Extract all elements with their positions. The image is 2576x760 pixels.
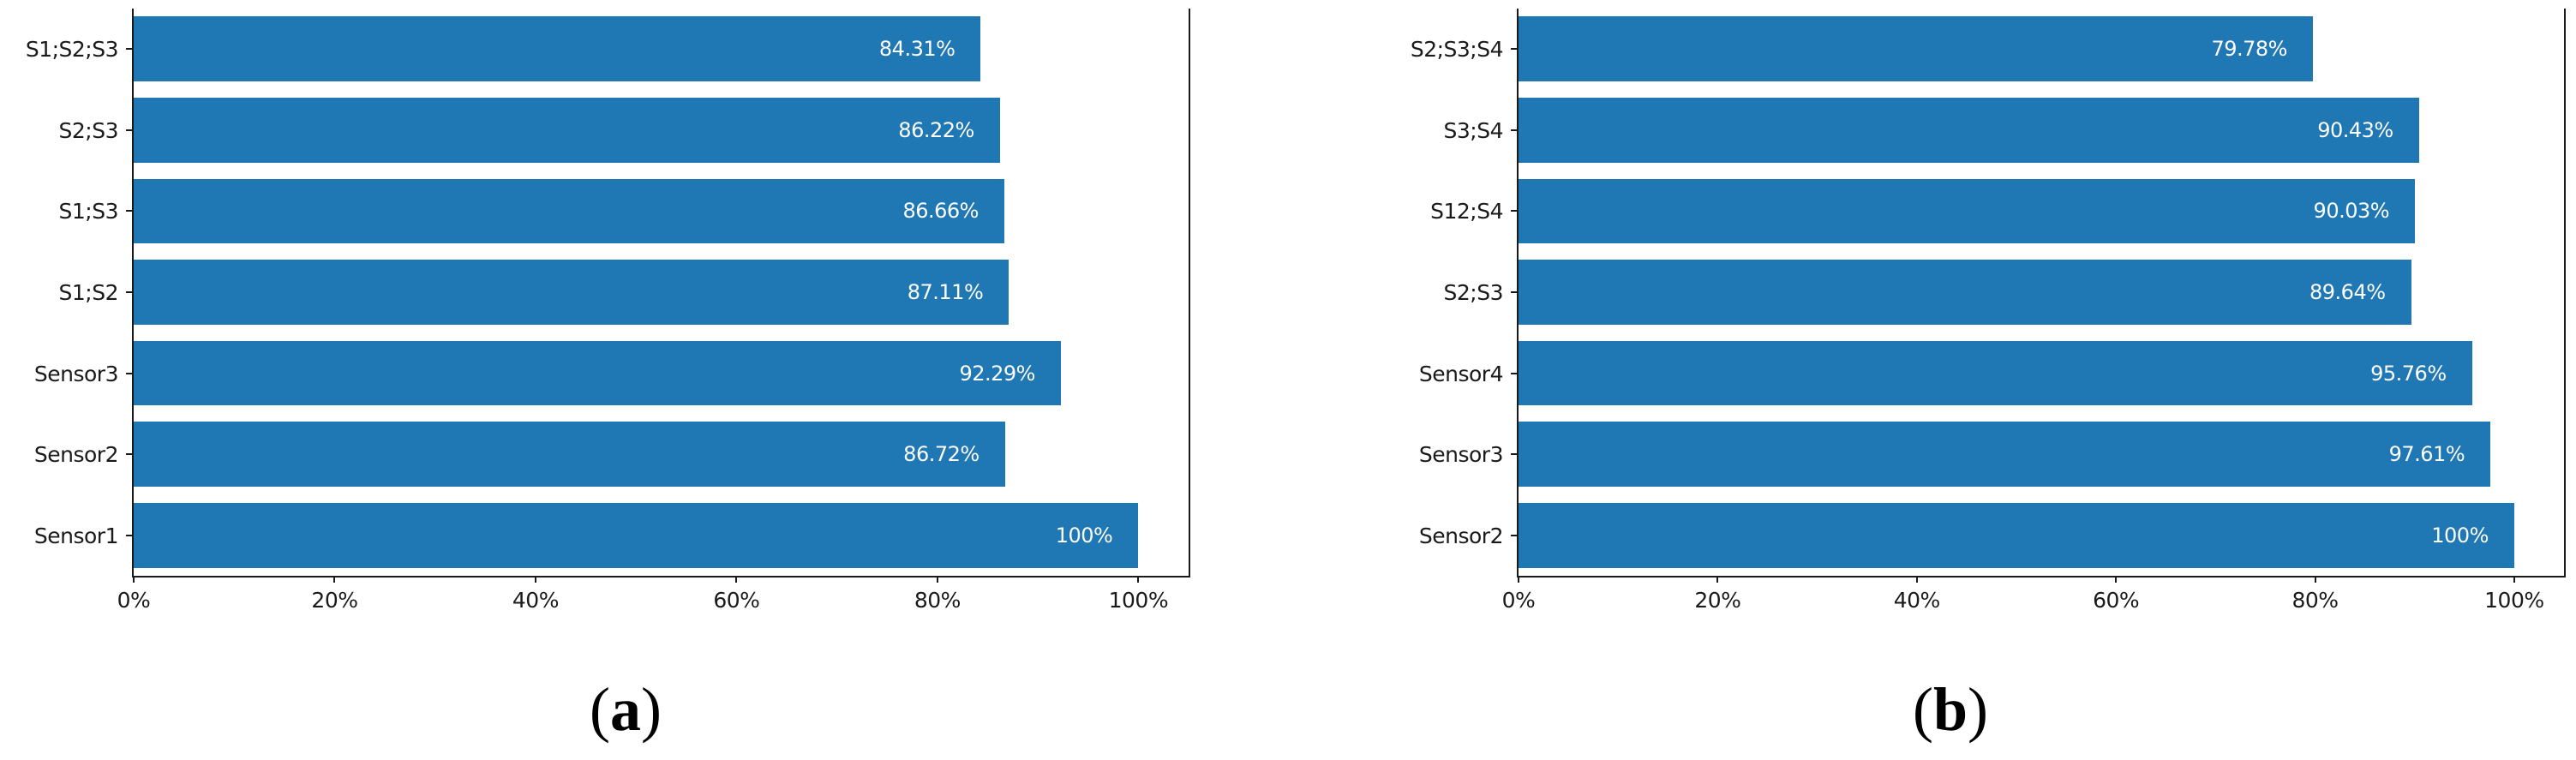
x-tick-label: 60% <box>2093 588 2140 613</box>
y-tick <box>1511 291 1517 293</box>
x-tick <box>2513 576 2515 583</box>
x-tick <box>1518 576 1519 583</box>
y-tick <box>126 210 132 212</box>
category-label: Sensor1 <box>33 523 119 548</box>
y-tick <box>1511 48 1517 51</box>
y-tick <box>126 48 132 51</box>
x-tick-label: 100% <box>1108 588 1169 613</box>
x-tick <box>1915 576 1918 583</box>
bar-value-label: 100% <box>2431 523 2489 548</box>
category-label: Sensor3 <box>1418 442 1504 468</box>
x-tick-label: 0% <box>117 588 151 613</box>
caption-a-open-paren: ( <box>590 675 610 744</box>
caption-b-close-paren: ) <box>1968 675 1988 744</box>
bar-chart-panel-b: 79.78% S2;S3;S4 90.43% S3;S4 90.03% S12;S4 89.… <box>1325 0 2576 760</box>
bar-value-label: 90.43% <box>2317 117 2393 142</box>
bar-sensor3: 97.61% <box>1519 422 2491 487</box>
y-tick <box>1511 534 1517 536</box>
category-label: S1;S2;S3 <box>25 37 119 63</box>
y-tick <box>126 291 132 293</box>
category-label: S1;S2 <box>58 280 119 305</box>
category-label: S12;S4 <box>1430 199 1503 224</box>
x-tick <box>1716 576 1719 583</box>
x-tick-label: 80% <box>2291 588 2339 613</box>
category-label: Sensor2 <box>1418 523 1504 548</box>
bar-sensor1: 100% <box>134 502 1139 568</box>
x-tick <box>735 576 738 583</box>
bar-s1-s3: 86.66% <box>134 178 1004 244</box>
bar-value-label: 92.29% <box>959 361 1035 386</box>
x-tick <box>2115 576 2118 583</box>
bar-s2-s3: 86.22% <box>134 98 1000 163</box>
y-tick <box>126 534 132 536</box>
bar-s1-s2: 87.11% <box>134 260 1009 325</box>
plot-area-a: 84.31% S1;S2;S3 86.22% S2;S3 86.66% S1;S3 87.1… <box>26 9 1190 613</box>
bar-s12-s4: 90.03% <box>1519 178 2416 244</box>
caption-a: (a) <box>0 679 1251 740</box>
bar-sensor2: 100% <box>1519 502 2514 568</box>
bar-value-label: 86.22% <box>898 117 974 142</box>
bar-value-label: 89.64% <box>2309 279 2386 304</box>
bar-sensor2: 86.72% <box>134 422 1005 487</box>
category-label: S2;S3 <box>1443 280 1504 305</box>
caption-b-letter: b <box>1932 675 1968 744</box>
bar-s2-s3-s4: 79.78% <box>1519 16 2313 82</box>
y-tick <box>126 372 132 374</box>
category-label: S2;S3 <box>58 117 119 143</box>
category-label: S1;S3 <box>58 199 119 224</box>
bar-value-label: 87.11% <box>907 279 984 304</box>
x-tick-label: 60% <box>713 588 760 613</box>
caption-b: (b) <box>1325 679 2576 740</box>
bar-value-label: 86.72% <box>903 442 979 467</box>
bar-value-label: 84.31% <box>878 37 956 62</box>
x-tick <box>2314 576 2316 583</box>
x-tick-label: 40% <box>512 588 560 613</box>
x-tick-label: 80% <box>914 588 962 613</box>
bar-s1-s2-s3: 84.31% <box>134 16 981 82</box>
bar-value-label: 97.61% <box>2388 442 2465 467</box>
x-tick <box>936 576 938 583</box>
category-label: Sensor3 <box>33 361 119 386</box>
x-tick-label: 40% <box>1893 588 1941 613</box>
bar-chart-panel-a: 84.31% S1;S2;S3 86.22% S2;S3 86.66% S1;S3 87.1… <box>0 0 1251 760</box>
bar-value-label: 79.78% <box>2211 37 2287 62</box>
caption-b-open-paren: ( <box>1912 675 1933 744</box>
y-tick <box>126 453 132 456</box>
y-tick <box>1511 210 1517 212</box>
bar-s2-s3: 89.64% <box>1519 260 2411 325</box>
bar-s3-s4: 90.43% <box>1519 98 2419 163</box>
plot-area-b: 79.78% S2;S3;S4 90.43% S3;S4 90.03% S12;S4 89.… <box>1411 9 2566 613</box>
category-label: Sensor2 <box>33 442 119 468</box>
x-tick-label: 0% <box>1501 588 1536 613</box>
bar-value-label: 95.76% <box>2370 361 2447 386</box>
x-tick <box>534 576 536 583</box>
x-tick <box>133 576 135 583</box>
y-tick <box>1511 453 1517 456</box>
category-label: S3;S4 <box>1443 117 1504 143</box>
x-tick <box>1137 576 1140 583</box>
bar-value-label: 86.66% <box>902 199 979 224</box>
bar-value-label: 100% <box>1055 523 1113 548</box>
y-tick <box>1511 372 1517 374</box>
caption-a-letter: a <box>610 675 641 744</box>
x-tick-label: 20% <box>1694 588 1741 613</box>
bar-value-label: 90.03% <box>2313 199 2390 224</box>
category-label: Sensor4 <box>1418 361 1504 386</box>
x-tick <box>333 576 336 583</box>
bar-sensor4: 95.76% <box>1519 340 2472 406</box>
x-tick-label: 100% <box>2484 588 2544 613</box>
caption-a-close-paren: ) <box>641 675 662 744</box>
y-tick <box>126 129 132 131</box>
category-label: S2;S3;S4 <box>1410 37 1504 63</box>
y-tick <box>1511 129 1517 131</box>
bar-sensor3: 92.29% <box>134 340 1061 406</box>
x-tick-label: 20% <box>311 588 358 613</box>
